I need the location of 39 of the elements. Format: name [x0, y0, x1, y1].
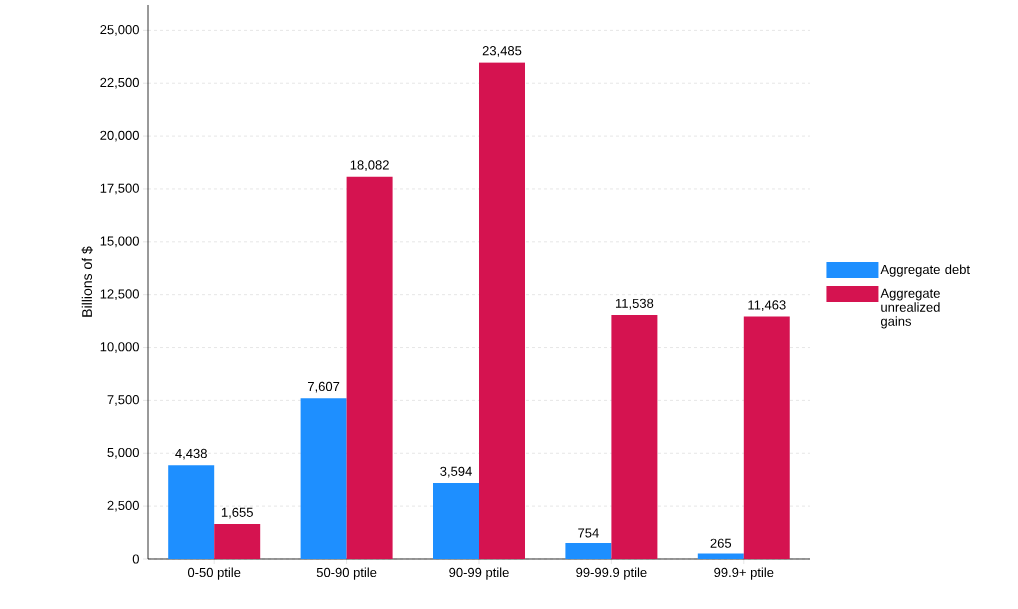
bar: [743, 316, 790, 559]
legend-label: Aggregate unrealized gains: [880, 288, 940, 329]
bar: [346, 176, 393, 559]
data-label: 754: [578, 528, 599, 538]
data-label: 4,438: [175, 448, 207, 460]
bar: [697, 553, 744, 559]
y-tick-label: 25,000: [100, 24, 139, 36]
data-label: 3,594: [440, 466, 472, 478]
data-label: 23,485: [482, 46, 522, 57]
bar: [300, 398, 347, 559]
data-label: 1,655: [221, 507, 253, 519]
y-tick-label: 10,000: [100, 342, 139, 353]
x-tick-label: 99-99.9 ptile: [576, 567, 647, 580]
data-label: 11,538: [615, 298, 654, 310]
y-tick-label: 22,500: [100, 77, 139, 89]
x-tick-label: 0-50 ptile: [187, 567, 241, 580]
data-label: 7,607: [308, 381, 340, 393]
x-tick-label: 99.9+ ptile: [714, 567, 774, 580]
y-tick-label: 12,500: [100, 289, 139, 301]
y-tick-label: 15,000: [100, 236, 139, 248]
data-label: 265: [710, 538, 732, 548]
data-label: 11,463: [748, 300, 786, 312]
y-tick-label: 7,500: [107, 395, 139, 406]
y-tick-label: 17,500: [100, 183, 139, 195]
y-tick-label: 2,500: [107, 500, 139, 512]
x-tick-label: 50-90 ptile: [316, 567, 377, 580]
y-tick-label: 0: [132, 554, 139, 564]
y-tick-label: 20,000: [100, 130, 139, 142]
y-axis-title: Billions of $: [81, 246, 93, 317]
bar: [214, 523, 261, 559]
y-tick-label: 5,000: [107, 447, 139, 459]
data-label: 18,082: [350, 160, 389, 172]
bar: [433, 482, 479, 559]
x-tick-label: 90-99 ptile: [449, 567, 509, 580]
bar: [611, 315, 658, 559]
bar: [168, 465, 215, 559]
legend-label: Aggregate debt: [880, 264, 970, 277]
bar: [479, 62, 525, 559]
bar: [565, 543, 612, 559]
